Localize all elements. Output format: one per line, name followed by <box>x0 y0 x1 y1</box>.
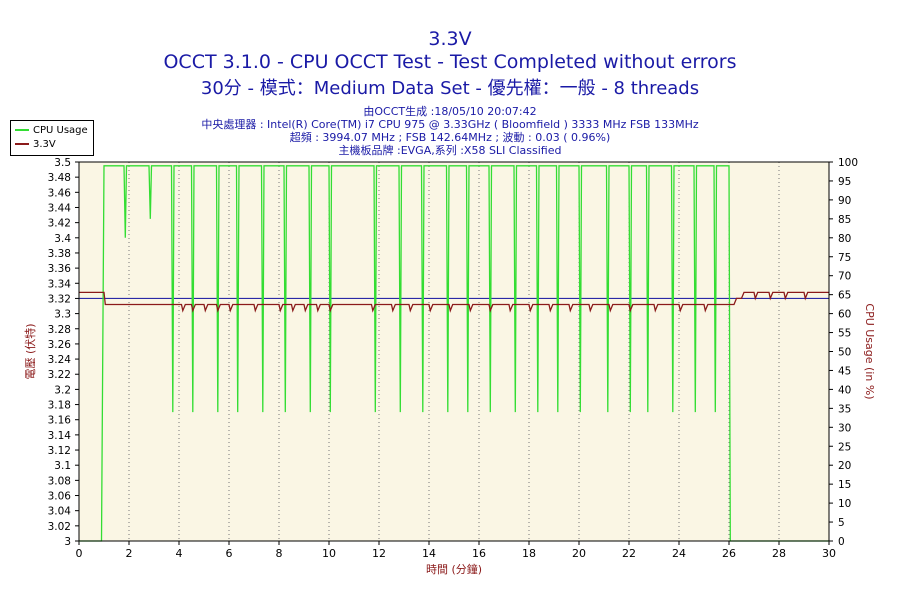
y-left-tick-label: 3.38 <box>48 248 71 260</box>
series-line-cpu-usage <box>79 165 829 542</box>
legend-item-cpu-usage: CPU Usage <box>15 125 88 137</box>
y-left-axis-label: 電壓 (伏特) <box>23 323 37 379</box>
x-tick-label: 0 <box>76 547 83 560</box>
x-tick-label: 2 <box>126 547 133 560</box>
y-right-tick-label: 40 <box>838 384 851 396</box>
generated-by-line: 由OCCT生成 :18/05/10 20:07:42 <box>363 105 537 118</box>
y-right-tick-label: 20 <box>838 460 851 472</box>
y-right-tick-label: 0 <box>838 536 845 548</box>
y-left-tick-label: 3.34 <box>48 278 72 290</box>
y-right-tick-label: 50 <box>838 347 851 359</box>
y-left-tick-label: 3.1 <box>54 460 71 472</box>
y-left-tick-label: 3.48 <box>48 172 71 184</box>
y-left-tick-label: 3.14 <box>48 430 72 442</box>
legend-label-cpu-usage: CPU Usage <box>33 125 88 136</box>
y-left-tick-label: 3.02 <box>48 521 71 533</box>
x-tick-label: 12 <box>372 547 386 560</box>
y-right-axis-label: CPU Usage (in %) <box>863 303 876 399</box>
y-left-tick-label: 3.46 <box>48 187 72 199</box>
y-left-tick-label: 3.2 <box>54 384 71 396</box>
y-right-tick-label: 55 <box>838 328 851 340</box>
plot-border <box>78 161 830 542</box>
cpu-info-line: 中央處理器 : Intel(R) Core(TM) i7 CPU 975 @ 3… <box>201 118 699 131</box>
y-left-tick-label: 3.32 <box>48 293 71 305</box>
legend: CPU Usage 3.3V <box>10 120 94 156</box>
y-right-tick-label: 90 <box>838 195 851 207</box>
y-right-tick-label: 25 <box>838 441 851 453</box>
legend-swatch-voltage <box>15 143 29 145</box>
y-right-tick-label: 30 <box>838 422 851 434</box>
x-tick-label: 16 <box>472 547 486 560</box>
y-left-tick-label: 3.28 <box>48 324 71 336</box>
x-tick-label: 24 <box>672 547 686 560</box>
y-left-tick-label: 3 <box>64 536 71 548</box>
y-right-tick-label: 45 <box>838 365 851 377</box>
y-left-tick-label: 3.04 <box>48 506 72 518</box>
y-right-tick-label: 95 <box>838 176 851 188</box>
y-right-tick-label: 5 <box>838 517 845 529</box>
x-tick-label: 18 <box>522 547 536 560</box>
overclock-info-line: 超頻 : 3994.07 MHz ; FSB 142.64MHz ; 波動 : … <box>289 131 611 144</box>
y-left-tick-label: 3.18 <box>48 400 71 412</box>
y-right-tick-label: 60 <box>838 309 851 321</box>
y-left-tick-label: 3.36 <box>48 263 72 275</box>
y-left-tick-label: 3.26 <box>48 339 72 351</box>
x-tick-label: 14 <box>422 547 436 560</box>
legend-item-voltage: 3.3V <box>15 139 56 151</box>
chart-subtitle-2: 30分 - 模式：Medium Data Set - 優先權：一般 - 8 th… <box>200 78 700 99</box>
legend-label-voltage: 3.3V <box>33 139 56 150</box>
y-left-tick-label: 3.22 <box>48 369 71 381</box>
y-right-tick-label: 65 <box>838 290 851 302</box>
motherboard-info-line: 主機板品牌 :EVGA,系列 :X58 SLI Classified <box>338 144 562 157</box>
x-tick-label: 20 <box>572 547 586 560</box>
y-right-tick-label: 85 <box>838 214 851 226</box>
y-left-tick-label: 3.5 <box>54 157 71 169</box>
x-tick-label: 28 <box>772 547 786 560</box>
y-right-tick-label: 80 <box>838 233 851 245</box>
chart-subtitle: OCCT 3.1.0 - CPU OCCT Test - Test Comple… <box>163 51 737 73</box>
x-tick-label: 8 <box>276 547 283 560</box>
plot-background <box>79 162 829 541</box>
y-left-tick-label: 3.16 <box>48 415 72 427</box>
y-left-tick-label: 3.42 <box>48 218 71 230</box>
y-left-tick-label: 3.08 <box>48 475 71 487</box>
x-tick-label: 10 <box>322 547 336 560</box>
y-right-tick-label: 10 <box>838 498 851 510</box>
x-tick-label: 6 <box>226 547 233 560</box>
x-axis-label: 時間 (分鐘) <box>426 562 482 576</box>
series-line-voltage <box>79 291 829 313</box>
y-left-tick-label: 3.4 <box>54 233 71 245</box>
x-tick-label: 22 <box>622 547 636 560</box>
y-left-tick-label: 3.12 <box>48 445 71 457</box>
y-right-tick-label: 70 <box>838 271 851 283</box>
y-left-tick-label: 3.06 <box>48 491 72 503</box>
legend-swatch-cpu-usage <box>15 129 29 131</box>
y-left-tick-label: 3.3 <box>54 309 71 321</box>
y-right-tick-label: 35 <box>838 403 851 415</box>
y-left-tick-label: 3.24 <box>48 354 72 366</box>
chart-title: 3.3V <box>428 28 472 50</box>
x-tick-label: 26 <box>722 547 736 560</box>
y-right-tick-label: 15 <box>838 479 851 491</box>
y-right-tick-label: 75 <box>838 252 851 264</box>
y-right-tick-label: 100 <box>838 157 858 169</box>
x-tick-label: 4 <box>176 547 183 560</box>
x-tick-label: 30 <box>822 547 836 560</box>
y-left-tick-label: 3.44 <box>48 202 72 214</box>
